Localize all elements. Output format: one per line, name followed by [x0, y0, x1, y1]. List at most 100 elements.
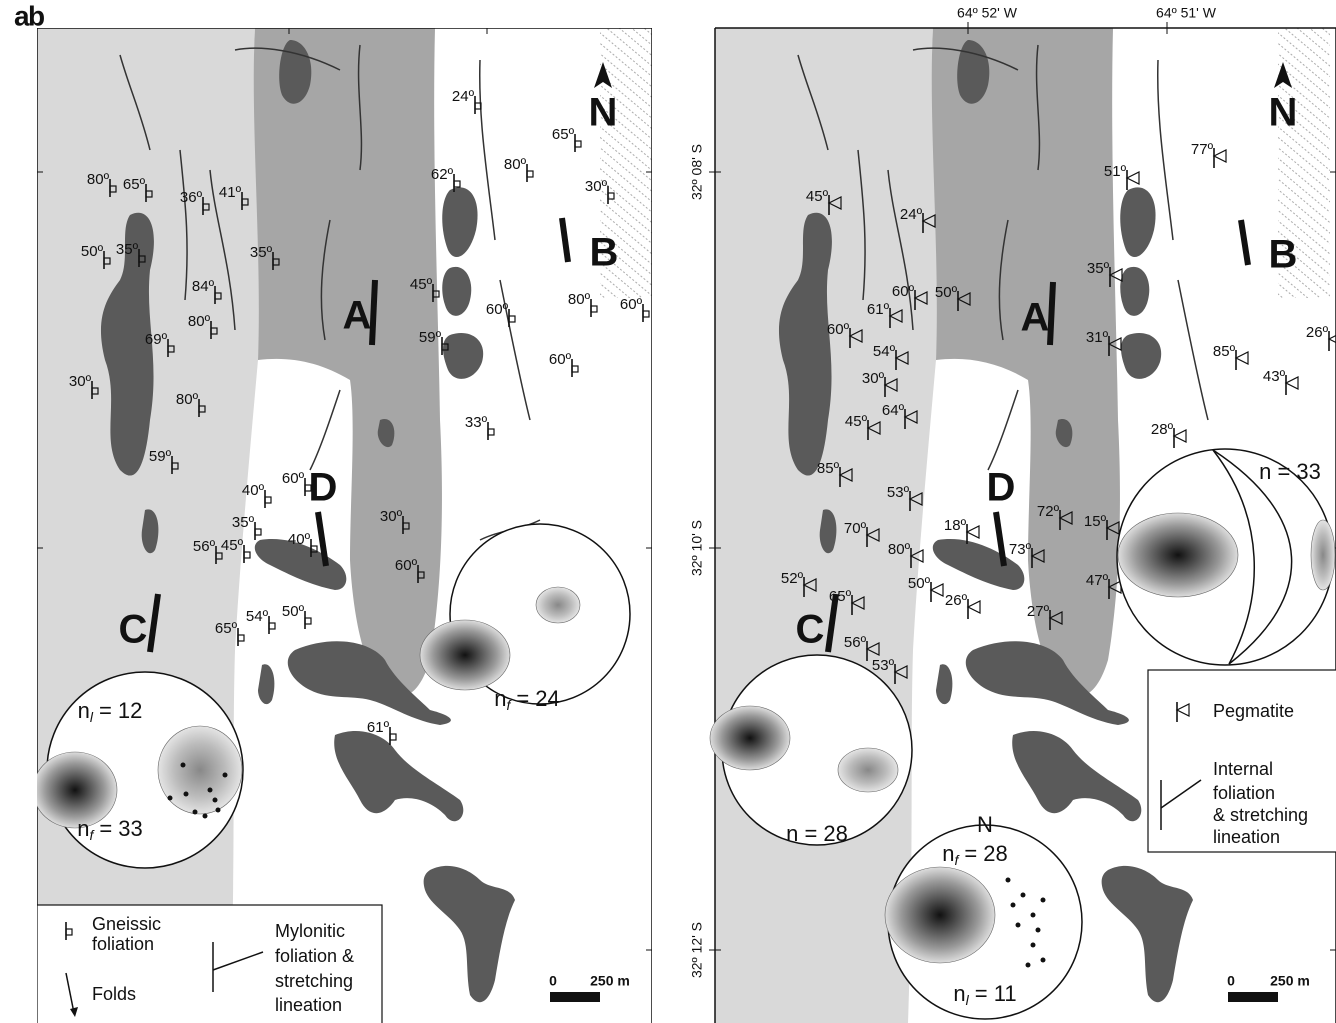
pole-point — [1040, 957, 1046, 963]
label-part: n = 33 — [1259, 459, 1321, 484]
dip-label: 40º — [242, 482, 265, 499]
label-subscript: f — [954, 852, 960, 868]
stereonet-label: nl = 11 — [953, 981, 1016, 1008]
legend-label: lineation — [275, 995, 342, 1015]
legend-label: lineation — [1213, 827, 1280, 847]
dip-label: 26º — [1306, 324, 1329, 341]
dip-label: 50º — [282, 603, 305, 620]
symbol — [264, 489, 272, 509]
legend-label: foliation — [92, 934, 154, 954]
coord-label: 32º 12' S — [689, 922, 705, 978]
dip-label: 60º — [620, 296, 643, 313]
domain-label: D — [309, 466, 338, 510]
dip-label: 65º — [829, 588, 852, 605]
stereonet-label: nf = 28 — [942, 841, 1008, 868]
dip-label: 61º — [867, 301, 890, 318]
label-part: n — [77, 816, 89, 841]
pole-point — [167, 795, 173, 801]
symbol — [930, 581, 944, 603]
domain-bar — [1047, 281, 1056, 346]
density-contour — [419, 619, 511, 691]
pole-point — [1010, 902, 1016, 908]
label-part: = 28 — [964, 841, 1007, 866]
domain-label: D — [987, 466, 1016, 510]
legend-label: & stretching — [1213, 805, 1308, 825]
density-contour — [157, 725, 243, 815]
map-panel: 64º 52' W 64º 51' W 32º 08' S 32º 10' S 32º … — [11, 5, 652, 1023]
label-subscript: l — [966, 992, 970, 1008]
dip-label: 54º — [246, 608, 269, 625]
dip-label: 50º — [908, 575, 931, 592]
dip-label: 69º — [145, 331, 168, 348]
pole-point — [180, 762, 186, 768]
dip-label: 56º — [193, 538, 216, 555]
dip-label: 45º — [845, 413, 868, 430]
dip-label: 62º — [431, 166, 454, 183]
north-label: N — [1269, 91, 1298, 135]
dip-label: 24º — [452, 88, 475, 105]
coord-label: 64º 51' W — [1156, 5, 1217, 21]
stereonet-label: n = 28 — [786, 821, 848, 846]
symbol — [487, 421, 495, 441]
label-part: = 12 — [99, 698, 142, 723]
scale-bar — [550, 992, 600, 1002]
label-part: = 11 — [975, 981, 1017, 1006]
dip-label: 33º — [465, 414, 488, 431]
dip-label: 53º — [887, 484, 910, 501]
dip-label: 36º — [180, 189, 203, 206]
symbol — [590, 298, 598, 318]
dip-label: 35º — [250, 244, 273, 261]
dip-label: 31º — [1086, 329, 1109, 346]
dip-label: 30º — [585, 178, 608, 195]
label-part: n — [78, 698, 90, 723]
dip-label: 80º — [888, 541, 911, 558]
lineation-arrow — [1160, 779, 1202, 809]
coord-label: 64º 52' W — [957, 5, 1018, 21]
pole-point — [212, 797, 218, 803]
domain-label: C — [119, 608, 148, 652]
dip-label: 18º — [944, 517, 967, 534]
map-panel: 64º 52' W 64º 51' W 32º 08' S 32º 10' S 32º … — [689, 5, 1336, 1023]
label-subscript: l — [90, 709, 94, 725]
fold-arrow — [70, 1007, 78, 1017]
dip-label: 60º — [486, 301, 509, 318]
symbol — [1328, 330, 1336, 352]
coord-label: 32º 10' S — [689, 520, 705, 576]
pole-point — [1005, 877, 1011, 883]
label-subscript: f — [89, 827, 95, 843]
coord-label: 32º 08' S — [11, 144, 27, 200]
density-contour — [884, 866, 996, 964]
domain-label: A — [1021, 296, 1050, 340]
pole-point — [192, 809, 198, 815]
north-arrow — [1274, 62, 1292, 88]
symbol — [1285, 374, 1299, 396]
pole-point — [1015, 922, 1021, 928]
dip-label: 60º — [827, 321, 850, 338]
stereonet-label: n = 33 — [1259, 459, 1321, 484]
domain-label: A — [343, 294, 372, 338]
legend-box — [37, 904, 383, 1023]
domain-bar — [315, 511, 329, 567]
domain-bar — [1238, 219, 1251, 266]
dip-label: 30º — [380, 508, 403, 525]
dip-label: 60º — [282, 470, 305, 487]
dip-label: 24º — [900, 206, 923, 223]
dip-label: 35º — [232, 514, 255, 531]
dip-label: 59º — [149, 448, 172, 465]
label-part: n = 28 — [786, 821, 848, 846]
dip-label: 30º — [862, 370, 885, 387]
dip-label: 45º — [410, 276, 433, 293]
pole-point — [1030, 912, 1036, 918]
label-part: = 33 — [99, 816, 142, 841]
panel-letter: a — [14, 0, 30, 31]
density-contour — [37, 751, 118, 829]
coord-label: 64º 51' W — [476, 5, 537, 21]
symbol — [237, 627, 245, 647]
symbol — [1213, 147, 1227, 169]
legend-label: stretching — [275, 971, 353, 991]
dip-label: 80º — [504, 156, 527, 173]
label-subscript: f — [506, 697, 512, 713]
symbol — [1126, 169, 1140, 191]
dip-label: 60º — [395, 557, 418, 574]
